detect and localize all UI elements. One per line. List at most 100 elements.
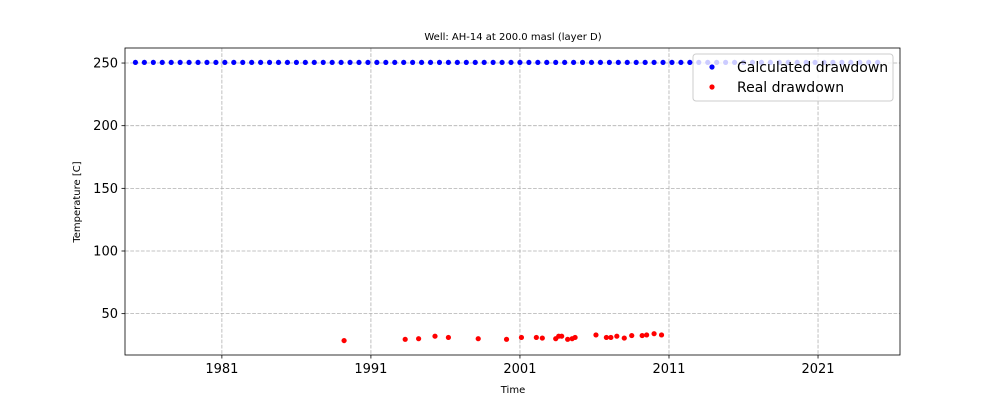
calculated-drawdown-point <box>669 59 675 66</box>
y-tick-label: 50 <box>101 307 118 322</box>
plot-area: 1981 1991 2001 2011 2021 50 100 150 200 250 Calcul… <box>93 47 901 377</box>
calculated-drawdown-point <box>588 59 595 66</box>
y-tick-label: 150 <box>93 182 118 197</box>
calculated-drawdown-point <box>132 59 139 66</box>
calculated-drawdown-point <box>597 59 604 66</box>
calculated-drawdown-point <box>544 59 550 66</box>
calculated-drawdown-point <box>329 59 335 66</box>
calculated-drawdown-point <box>436 59 443 66</box>
real-drawdown-point <box>503 336 510 342</box>
real-drawdown-point <box>341 337 347 344</box>
real-drawdown-point <box>565 336 571 342</box>
real-drawdown-point <box>559 333 565 339</box>
legend-label: Calculated drawdown <box>737 60 888 76</box>
calculated-drawdown-point <box>642 59 648 66</box>
calculated-drawdown-point <box>418 59 425 66</box>
calculated-drawdown-point <box>213 59 219 66</box>
calculated-drawdown-point <box>562 59 568 66</box>
real-drawdown-point <box>621 335 627 341</box>
real-drawdown-point <box>445 334 452 341</box>
calculated-drawdown-point <box>517 59 523 66</box>
x-axis-label: Time <box>500 385 525 396</box>
real-drawdown-point <box>614 333 620 339</box>
calculated-drawdown-point <box>195 59 201 66</box>
real-drawdown-point <box>432 333 438 339</box>
calculated-drawdown-point <box>472 59 478 66</box>
y-tick-label: 100 <box>93 244 118 259</box>
calculated-drawdown-point <box>392 59 398 66</box>
calculated-drawdown-point <box>445 59 452 66</box>
calculated-drawdown-point <box>338 59 344 66</box>
calculated-drawdown-point <box>499 59 505 66</box>
real-drawdown-point <box>475 336 481 342</box>
real-drawdown-point <box>533 334 539 341</box>
calculated-drawdown-point <box>258 59 264 66</box>
calculated-drawdown-point <box>606 59 612 66</box>
calculated-drawdown-point <box>168 59 174 66</box>
calculated-drawdown-point <box>177 59 183 66</box>
calculated-drawdown-point <box>141 59 147 66</box>
calculated-drawdown-point <box>410 59 416 66</box>
calculated-drawdown-point <box>651 59 657 66</box>
real-drawdown-point <box>416 336 422 342</box>
real-drawdown-point <box>629 332 635 339</box>
calculated-drawdown-point <box>490 59 496 66</box>
calculated-drawdown-point <box>320 59 326 66</box>
legend: Calculated drawdown Real drawdown <box>692 53 894 102</box>
real-drawdown-point <box>593 332 599 338</box>
real-drawdown-point <box>644 332 650 338</box>
legend-marker <box>709 84 715 90</box>
calculated-drawdown-point <box>311 59 317 66</box>
calculated-drawdown-point <box>454 59 460 66</box>
y-tick-label: 200 <box>93 119 118 134</box>
real-drawdown-point <box>608 334 614 341</box>
calculated-drawdown-point <box>186 59 192 66</box>
real-drawdown-point <box>402 336 408 342</box>
x-tick-label: 1981 <box>205 362 238 377</box>
calculated-drawdown-point <box>240 59 246 66</box>
calculated-drawdown-point <box>687 59 693 66</box>
real-drawdown-point <box>658 332 665 338</box>
real-drawdown-point <box>639 332 645 339</box>
calculated-drawdown-point <box>374 59 380 66</box>
calculated-drawdown-point <box>231 59 237 66</box>
calculated-drawdown-point <box>526 59 532 66</box>
real-drawdown-point <box>572 334 578 341</box>
calculated-drawdown-point <box>284 59 291 66</box>
x-tick-label: 2011 <box>652 362 685 377</box>
y-tick-label: 250 <box>93 57 118 72</box>
calculated-drawdown-point <box>553 59 559 66</box>
calculated-drawdown-point <box>293 59 299 66</box>
calculated-drawdown-point <box>204 59 210 66</box>
calculated-drawdown-point <box>302 59 308 66</box>
calculated-drawdown-point <box>633 59 639 66</box>
real-drawdown-point <box>518 334 525 341</box>
calculated-drawdown-point <box>222 59 228 66</box>
chart-title: Well: AH-14 at 200.0 masl (layer D) <box>424 32 601 43</box>
calculated-drawdown-point <box>579 59 586 66</box>
calculated-drawdown-point <box>508 59 514 66</box>
real-drawdown-point <box>539 335 545 341</box>
calculated-drawdown-point <box>150 59 156 66</box>
legend-label: Real drawdown <box>737 80 844 96</box>
real-drawdown-point <box>651 331 657 337</box>
calculated-drawdown-point <box>356 59 362 66</box>
calculated-drawdown-point <box>463 59 469 66</box>
calculated-drawdown-point <box>678 59 684 66</box>
legend-box <box>692 53 894 102</box>
calculated-drawdown-point <box>660 59 666 66</box>
y-axis-label: Temperature [C] <box>72 161 83 243</box>
calculated-drawdown-point <box>383 59 389 66</box>
calculated-drawdown-point <box>571 59 577 66</box>
axes-frame <box>124 47 901 356</box>
calculated-drawdown-point <box>159 59 165 66</box>
calculated-drawdown-point <box>275 59 282 66</box>
calculated-drawdown-point <box>249 59 255 66</box>
calculated-drawdown-point <box>624 59 630 66</box>
x-tick-label: 2021 <box>801 362 834 377</box>
real-drawdown-point <box>603 334 609 341</box>
legend-marker <box>709 64 715 70</box>
calculated-drawdown-point <box>266 59 273 66</box>
calculated-drawdown-point <box>427 59 434 66</box>
